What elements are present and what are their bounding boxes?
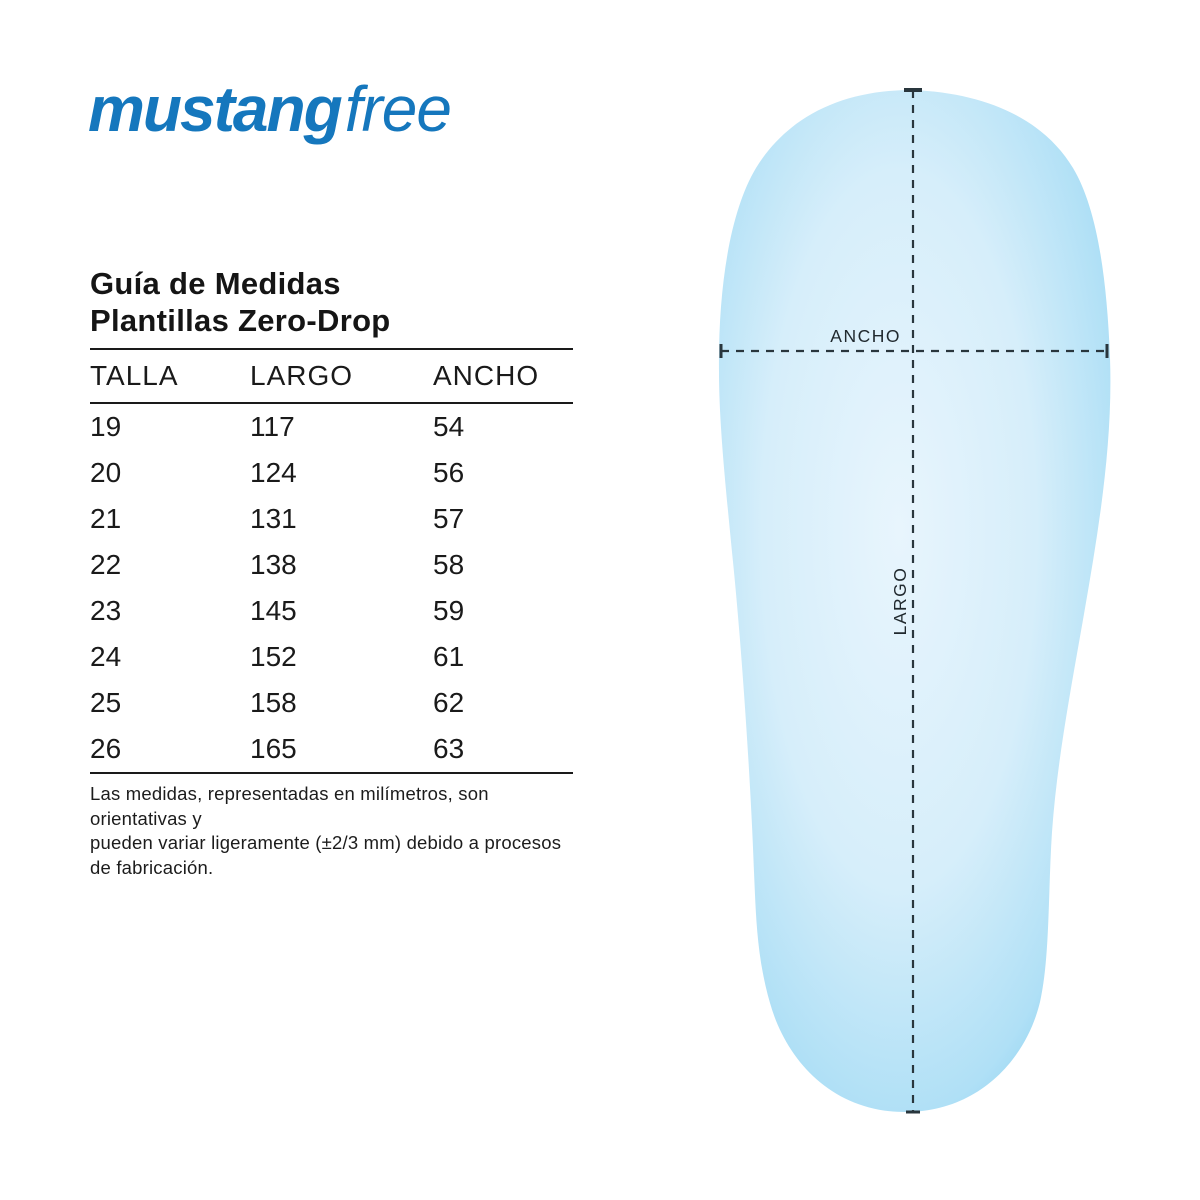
cell-ancho: 57 [433, 503, 465, 534]
brand-logo-free: free [344, 73, 452, 145]
table-row: 20 124 56 [90, 450, 573, 496]
cell-largo: 117 [250, 411, 295, 442]
cell-ancho: 62 [433, 687, 465, 718]
footnote: Las medidas, representadas en milímetros… [90, 782, 573, 880]
table-row: 19 117 54 [90, 404, 573, 450]
cell-largo: 124 [250, 457, 297, 488]
cell-ancho: 58 [433, 549, 465, 580]
cell-ancho: 56 [433, 457, 465, 488]
page-title: Guía de Medidas Plantillas Zero-Drop [90, 265, 573, 339]
title-line-1: Guía de Medidas [90, 266, 341, 301]
width-dimension-line [719, 344, 1109, 358]
footnote-line-2: pueden variar ligeramente (±2/3 mm) debi… [90, 832, 562, 878]
measurement-guide: Guía de Medidas Plantillas Zero-Drop TAL… [90, 265, 573, 880]
cell-talla: 22 [90, 549, 122, 580]
column-header-ancho: ANCHO [433, 360, 540, 391]
footnote-line-1: Las medidas, representadas en milímetros… [90, 783, 489, 829]
cell-ancho: 61 [433, 641, 465, 672]
insole-shape [718, 90, 1111, 1112]
cell-talla: 19 [90, 411, 122, 442]
table-row: 23 145 59 [90, 588, 573, 634]
column-header-largo: LARGO [250, 360, 354, 391]
cell-ancho: 59 [433, 595, 465, 626]
cell-talla: 23 [90, 595, 122, 626]
table-row: 24 152 61 [90, 634, 573, 680]
table-body: 19 117 54 20 124 56 21 131 57 22 138 [90, 404, 573, 774]
cell-largo: 165 [250, 733, 297, 764]
brand-logo: mustangfree [88, 77, 452, 141]
title-line-2: Plantillas Zero-Drop [90, 303, 391, 338]
table-row: 22 138 58 [90, 542, 573, 588]
cell-talla: 20 [90, 457, 122, 488]
cell-talla: 24 [90, 641, 122, 672]
table-row: 26 165 63 [90, 726, 573, 772]
length-dimension-line [904, 88, 922, 1114]
cell-largo: 131 [250, 503, 297, 534]
width-label: ANCHO [830, 326, 901, 346]
length-label: LARGO [890, 567, 910, 636]
cell-largo: 145 [250, 595, 297, 626]
cell-talla: 21 [90, 503, 122, 534]
table-header-row: TALLA LARGO ANCHO [90, 348, 573, 404]
cell-largo: 158 [250, 687, 297, 718]
cell-largo: 152 [250, 641, 297, 672]
cell-ancho: 54 [433, 411, 465, 442]
size-table: TALLA LARGO ANCHO 19 117 54 20 124 56 21… [90, 348, 573, 774]
cell-talla: 25 [90, 687, 122, 718]
column-header-talla: TALLA [90, 360, 179, 391]
table-row: 21 131 57 [90, 496, 573, 542]
brand-logo-mustang: mustang [88, 73, 343, 145]
table-row: 25 158 62 [90, 680, 573, 726]
cell-largo: 138 [250, 549, 297, 580]
cell-talla: 26 [90, 733, 122, 764]
cell-ancho: 63 [433, 733, 465, 764]
